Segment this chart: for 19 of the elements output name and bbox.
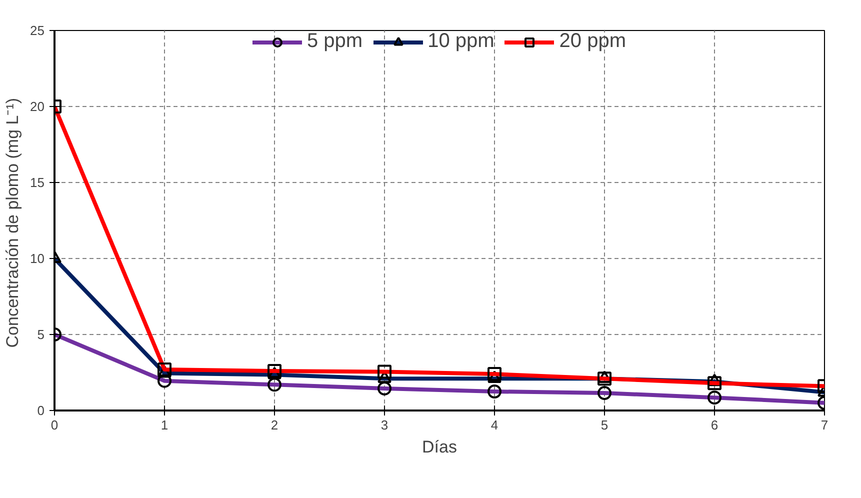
- y-tick-label: 5: [37, 327, 45, 342]
- x-tick-label: 3: [380, 418, 388, 432]
- legend-label: 20 ppm: [559, 30, 626, 53]
- y-tick-label: 0: [37, 403, 45, 418]
- y-tick-label: 25: [30, 23, 45, 38]
- x-tick-label: 0: [50, 418, 58, 432]
- y-axis-title: Concentración de plomo (mg L⁻¹): [3, 98, 22, 348]
- x-tick-label: 1: [160, 418, 168, 432]
- x-tick-label: 4: [490, 418, 498, 432]
- x-tick-label: 5: [600, 418, 608, 432]
- legend-label: 10 ppm: [428, 30, 494, 53]
- y-tick-label: 15: [30, 175, 45, 190]
- x-tick-label: 6: [710, 418, 718, 432]
- y-tick-label: 10: [30, 251, 45, 266]
- x-tick-label: 2: [270, 418, 278, 432]
- legend-label: 5 ppm: [306, 30, 363, 53]
- x-tick-label: 7: [820, 418, 828, 432]
- y-tick-label: 20: [30, 99, 45, 114]
- x-axis-title: Días: [422, 438, 457, 456]
